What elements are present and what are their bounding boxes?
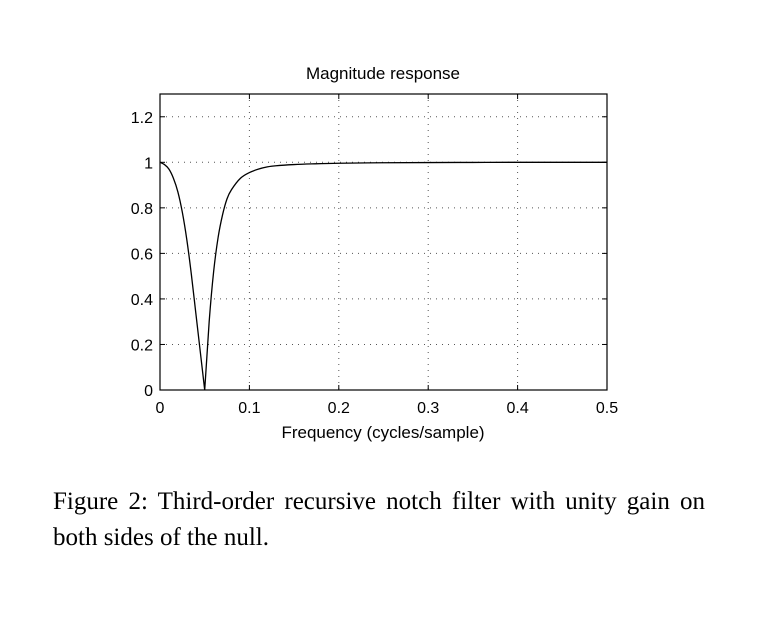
x-tick-label: 0.2 bbox=[328, 400, 350, 417]
magnitude-response-line bbox=[159, 161, 607, 391]
x-axis-label: Frequency (cycles/sample) bbox=[281, 423, 484, 442]
y-tick-label: 1 bbox=[144, 155, 153, 172]
x-tick-label: 0.3 bbox=[417, 400, 439, 417]
y-tick-label: 0.8 bbox=[131, 201, 153, 218]
x-tick-label: 0.5 bbox=[596, 400, 618, 417]
plot-frame bbox=[159, 93, 608, 391]
figure-caption: Figure 2: Third-order recursive notch fi… bbox=[53, 488, 705, 551]
x-tick-label: 0 bbox=[156, 400, 165, 417]
y-ticks: 0 0.2 0.4 0.6 0.8 1 1.2 bbox=[131, 110, 607, 400]
x-tick-label: 0.1 bbox=[238, 400, 260, 417]
y-tick-label: 1.2 bbox=[131, 110, 153, 127]
y-tick-label: 0.4 bbox=[131, 292, 153, 309]
y-tick-label: 0.2 bbox=[131, 337, 153, 354]
magnitude-response-chart: Magnitude response 0 0.1 0.2 0.3 0.4 0.5 0 0.2… bbox=[131, 64, 618, 442]
y-tick-label: 0.6 bbox=[131, 246, 153, 263]
x-ticks: 0 0.1 0.2 0.3 0.4 0.5 bbox=[156, 94, 618, 417]
y-tick-label: 0 bbox=[144, 383, 153, 400]
chart-title: Magnitude response bbox=[306, 64, 460, 83]
x-tick-label: 0.4 bbox=[506, 400, 528, 417]
grid-lines bbox=[160, 94, 607, 390]
